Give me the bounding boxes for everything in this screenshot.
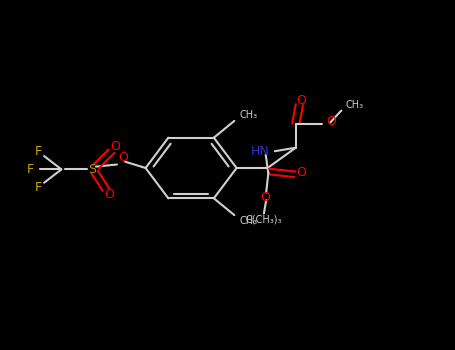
- Text: O: O: [296, 166, 306, 180]
- Text: CH₃: CH₃: [240, 110, 258, 120]
- Text: S: S: [88, 163, 96, 176]
- Text: CH₃: CH₃: [346, 100, 364, 110]
- Text: HN: HN: [251, 145, 269, 158]
- Text: F: F: [35, 145, 42, 158]
- Text: CH₃: CH₃: [240, 216, 258, 226]
- Text: F: F: [35, 181, 42, 194]
- Text: O: O: [104, 188, 114, 201]
- Text: O: O: [260, 191, 270, 204]
- Text: C(CH₃)₃: C(CH₃)₃: [246, 215, 282, 225]
- Text: O: O: [326, 115, 336, 128]
- Text: F: F: [27, 163, 34, 176]
- Text: O: O: [110, 140, 120, 154]
- Text: O: O: [118, 151, 128, 164]
- Text: O: O: [296, 93, 306, 107]
